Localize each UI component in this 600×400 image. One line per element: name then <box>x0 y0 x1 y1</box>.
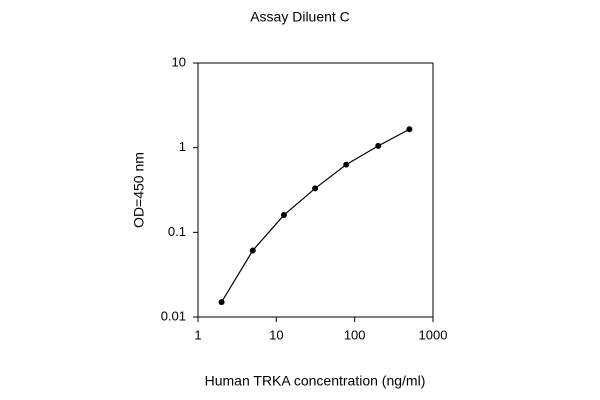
data-point <box>343 161 350 168</box>
x-tick-label: 10 <box>269 327 283 342</box>
data-point <box>218 299 225 306</box>
data-point <box>280 212 287 219</box>
y-tick-label: 1 <box>179 139 186 154</box>
data-point <box>312 185 319 192</box>
plot-frame <box>197 62 434 318</box>
data-point <box>375 142 382 149</box>
x-tick-label: 1 <box>194 327 201 342</box>
chart-title: Assay Diluent C <box>250 9 350 25</box>
y-tick-label: 10 <box>172 54 186 69</box>
y-tick-label: 0.1 <box>168 224 186 239</box>
y-axis-label: OD=450 nm <box>131 152 147 228</box>
data-point <box>249 247 256 254</box>
x-axis-label: Human TRKA concentration (ng/ml) <box>205 373 426 389</box>
series-line <box>221 128 410 303</box>
x-tick-label: 1000 <box>419 327 448 342</box>
data-point <box>406 126 413 133</box>
y-tick-label: 0.01 <box>161 308 186 323</box>
x-tick-label: 100 <box>344 327 366 342</box>
